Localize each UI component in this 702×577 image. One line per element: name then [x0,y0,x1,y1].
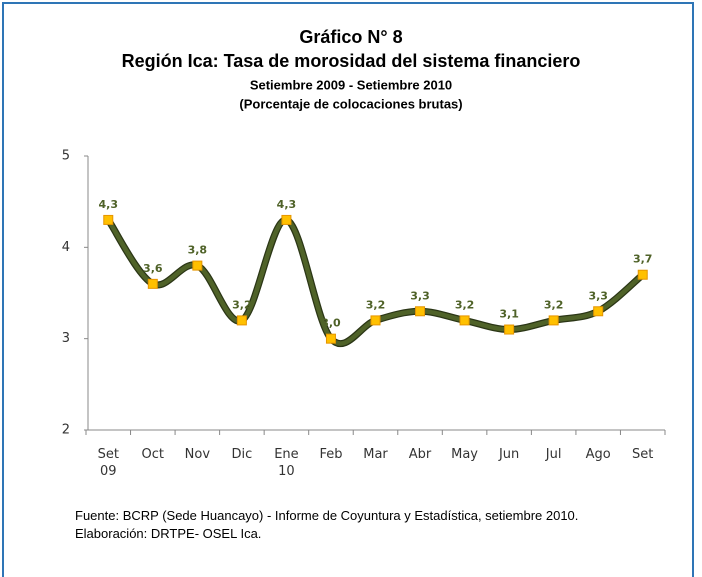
x-tick-label: Abr [408,447,432,462]
x-tick-label: Mar [363,447,388,462]
marker [637,269,648,280]
unit-note: (Porcentaje de colocaciones brutas) [239,96,462,111]
value-label: 3,2 [544,298,564,311]
chart-subtitle: Región Ica: Tasa de morosidad del sistem… [122,51,581,71]
marker [103,214,114,225]
x-tick-label: Jun [498,447,520,462]
marker [236,315,247,326]
marker [192,260,203,271]
marker [504,324,515,335]
marker [325,333,336,344]
x-tick-label: Nov [184,447,211,462]
y-tick-label: 4 [62,240,70,255]
value-label: 3,1 [499,308,519,321]
value-label: 3,2 [455,298,475,311]
x-tick-label: Oct [141,447,165,462]
x-tick-label: May [451,447,478,462]
x-tick-label: Ene 10 [274,447,299,479]
value-label: 3,8 [188,244,208,257]
x-tick-label: Jul [545,447,562,462]
x-tick-label: Set 09 [97,447,119,479]
footer: Fuente: BCRP (Sede Huancayo) - Informe d… [75,507,688,543]
source: Fuente: BCRP (Sede Huancayo) - Informe d… [75,508,579,523]
value-label: 3,2 [366,298,386,311]
x-tick-label: Feb [319,447,343,462]
y-tick-label: 5 [62,149,70,164]
marker [459,315,470,326]
marker [548,315,559,326]
x-tick-label: Set [632,447,654,462]
y-tick-label: 3 [62,331,70,346]
marker [281,214,292,225]
value-label: 4,3 [99,198,119,211]
credit: Elaboración: DRTPE- OSEL Ica. [75,526,262,541]
y-tick-label: 2 [62,423,70,438]
chart: Gráfico N° 8 Región Ica: Tasa de morosid… [62,27,666,438]
x-tick-label: Ago [585,447,611,462]
marker [593,306,604,317]
marker [370,315,381,326]
x-tick-label: Dic [231,447,253,462]
value-label: 4,3 [277,198,297,211]
value-label: 3,3 [410,289,430,302]
value-label: 3,7 [633,253,653,266]
marker [415,306,426,317]
chart-title: Gráfico N° 8 [299,27,402,47]
value-label: 3,0 [321,317,341,330]
value-label: 3,6 [143,262,163,275]
marker [147,278,158,289]
period: Setiembre 2009 - Setiembre 2010 [250,77,452,92]
value-label: 3,3 [588,289,608,302]
value-label: 3,2 [232,298,252,311]
